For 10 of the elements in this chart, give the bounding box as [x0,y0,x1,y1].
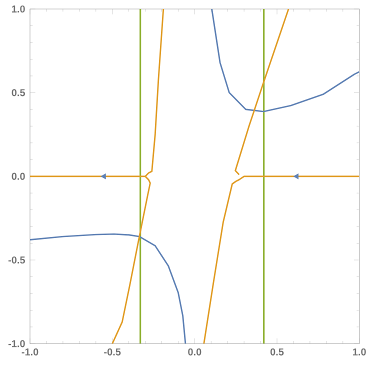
x-tick-label: 1.0 [353,348,366,356]
y-tick-label: -1.0 [8,340,25,348]
x-tick-label: -0.5 [104,348,121,356]
x-tick-label: -1.0 [22,348,38,356]
y-tick-label: 1.0 [12,5,25,13]
x-tick-label: 0.5 [270,348,284,356]
y-tick-label: 0.5 [12,89,26,96]
y-tick-label: -0.5 [8,256,26,264]
x-tick-label: 0.0 [188,348,202,356]
y-tick-label: 0.0 [12,172,25,180]
